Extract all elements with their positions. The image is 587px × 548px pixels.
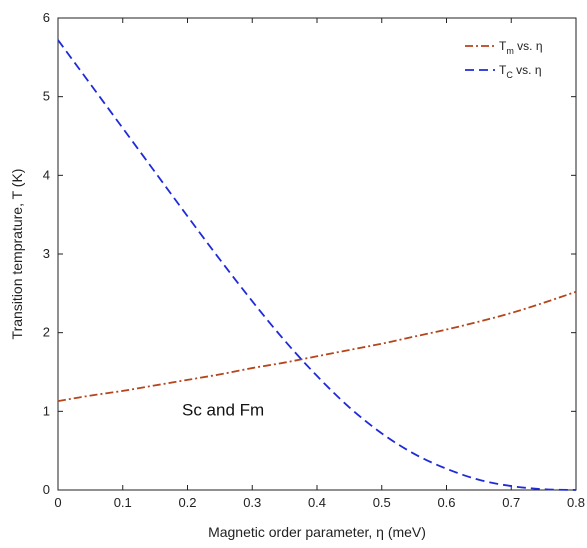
x-tick-label: 0: [54, 495, 61, 510]
y-tick-label: 0: [43, 482, 50, 497]
y-tick-label: 6: [43, 10, 50, 25]
x-tick-label: 0.1: [114, 495, 132, 510]
x-tick-label: 0.5: [373, 495, 391, 510]
series-layer: [57, 39, 577, 491]
legend: Tm vs. η TC vs. η: [465, 39, 543, 80]
x-tick-label: 0.2: [178, 495, 196, 510]
y-tick-label: 2: [43, 325, 50, 340]
legend-label: TC vs. η: [499, 63, 542, 80]
y-tick-label: 5: [43, 89, 50, 104]
x-tick-label: 0.8: [567, 495, 585, 510]
x-axis-ticks: 0 0.1 0.2 0.3 0.4 0.5 0.6 0.7 0.8: [54, 18, 585, 510]
y-tick-label: 3: [43, 246, 50, 261]
x-tick-label: 0.3: [243, 495, 261, 510]
annotation-layer: Sc and Fm: [182, 400, 264, 419]
region-annotation: Sc and Fm: [182, 400, 264, 419]
legend-label: Tm vs. η: [499, 39, 543, 56]
y-axis-title: Transition temprature, T (K): [9, 169, 25, 340]
y-axis-ticks: 0 1 2 3 4 5 6: [43, 10, 576, 497]
y-tick-label: 1: [43, 403, 50, 418]
series-line-tc: [57, 39, 577, 491]
x-tick-label: 0.4: [308, 495, 326, 510]
y-tick-label: 4: [43, 167, 50, 182]
series-line-tm: [57, 290, 577, 402]
x-tick-label: 0.6: [437, 495, 455, 510]
x-tick-label: 0.7: [502, 495, 520, 510]
x-axis-title: Magnetic order parameter, η (meV): [208, 524, 426, 540]
